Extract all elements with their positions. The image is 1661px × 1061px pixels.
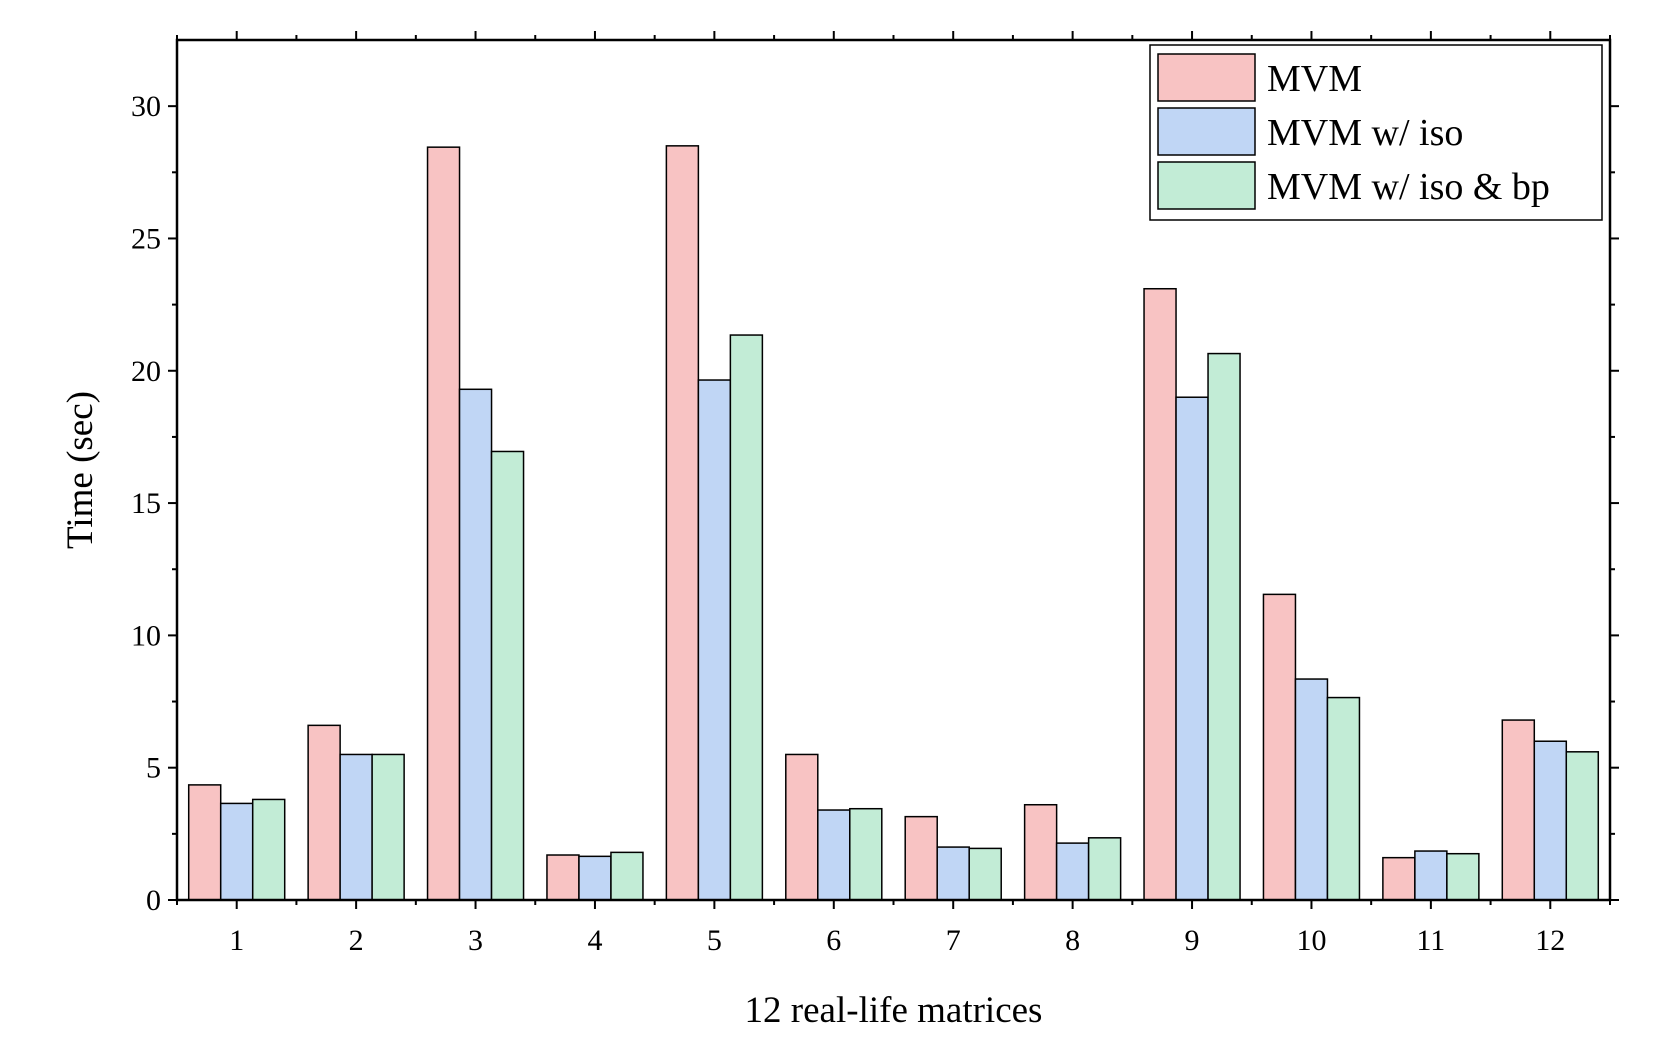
bar-2-cat-12 [1533, 740, 1568, 901]
bar-3-cat-7 [968, 847, 1002, 901]
bar-1-cat-6 [785, 753, 819, 901]
bar-3-cat-12 [1565, 751, 1600, 901]
bars-group [187, 145, 1600, 901]
x-axis-label: 12 real-life matrices [745, 990, 1043, 1031]
x-tick-label: 10 [1296, 924, 1326, 957]
x-tick-label: 5 [707, 924, 722, 957]
bar-3-cat-11 [1446, 852, 1480, 901]
y-tick-label: 30 [131, 90, 161, 123]
bar-1-cat-10 [1262, 593, 1297, 901]
bar-3-cat-10 [1326, 696, 1361, 901]
legend-swatch-1 [1157, 53, 1256, 102]
x-tick-label: 11 [1416, 924, 1445, 957]
bar-2-cat-1 [219, 802, 254, 901]
x-tick-label: 8 [1065, 924, 1080, 957]
bar-1-cat-2 [307, 724, 341, 901]
legend: MVM MVM w/ iso MVM w/ iso & bp [1149, 44, 1603, 221]
legend-label-3: MVM w/ iso & bp [1267, 166, 1550, 208]
bar-2-cat-11 [1414, 850, 1448, 901]
y-axis-label: Time (sec) [60, 391, 101, 549]
bar-1-cat-8 [1023, 803, 1058, 901]
bar-1-cat-9 [1143, 287, 1177, 901]
y-tick-label: 10 [131, 619, 161, 652]
bar-1-cat-11 [1382, 856, 1416, 901]
bar-2-cat-9 [1175, 396, 1209, 901]
y-tick-label: 0 [146, 884, 161, 917]
bar-2-cat-10 [1294, 678, 1329, 901]
bar-3-cat-3 [490, 450, 525, 901]
legend-label-2: MVM w/ iso [1267, 112, 1463, 154]
bar-1-cat-4 [546, 854, 580, 901]
legend-label-1: MVM [1267, 58, 1362, 100]
bar-2-cat-5 [697, 379, 732, 901]
bar-3-cat-4 [610, 851, 644, 901]
bar-1-cat-12 [1501, 719, 1536, 901]
bar-1-cat-1 [187, 784, 222, 901]
y-tick-label: 25 [131, 222, 161, 255]
x-tick-label: 7 [946, 924, 961, 957]
x-tick-label: 4 [587, 924, 602, 957]
y-tick-label: 20 [131, 355, 161, 388]
x-tick-label: 1 [229, 924, 244, 957]
x-tick-label: 2 [349, 924, 364, 957]
x-tick-label: 12 [1535, 924, 1565, 957]
x-tick-label: 6 [826, 924, 841, 957]
bar-2-cat-2 [339, 753, 373, 901]
bar-2-cat-6 [817, 809, 851, 901]
bar-3-cat-5 [729, 334, 764, 901]
x-tick-label: 3 [468, 924, 483, 957]
legend-swatch-2 [1157, 107, 1256, 156]
bar-2-cat-4 [578, 855, 612, 901]
bar-3-cat-9 [1207, 352, 1241, 901]
bar-2-cat-3 [458, 388, 493, 901]
y-tick-label: 5 [146, 752, 161, 785]
bar-3-cat-6 [849, 807, 883, 901]
y-tick-label: 15 [131, 487, 161, 520]
bar-1-cat-7 [904, 815, 938, 901]
bar-3-cat-1 [251, 798, 286, 901]
bar-2-cat-8 [1055, 842, 1090, 901]
bar-3-cat-2 [371, 753, 405, 901]
bar-2-cat-7 [936, 846, 970, 901]
bar-1-cat-3 [426, 146, 461, 901]
x-tick-label: 9 [1185, 924, 1200, 957]
bar-1-cat-5 [665, 145, 700, 901]
bar-3-cat-8 [1087, 837, 1122, 901]
legend-swatch-3 [1157, 161, 1256, 210]
